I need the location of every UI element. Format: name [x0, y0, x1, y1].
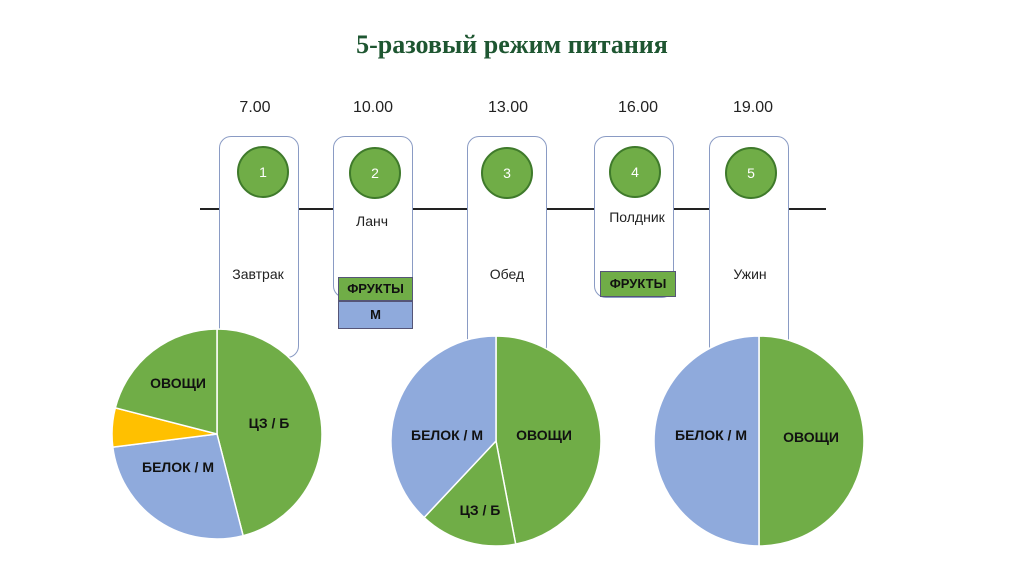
pie-slice: [653, 335, 760, 547]
lunch-fruits-tag: ФРУКТЫ: [338, 277, 413, 301]
pie-slice-label: ОВОЩИ: [516, 427, 572, 443]
meal-name-dinner: Обед: [489, 266, 525, 282]
pie-slice-label: БЕЛОК / М: [675, 427, 747, 443]
meal-number-3: 3: [481, 147, 533, 199]
meal-name-lunch: Ланч: [356, 213, 388, 229]
pie-slice: [390, 335, 497, 519]
pie-chart-2: ОВОЩИ ЦЗ / Б БЕЛОК / М: [390, 335, 602, 547]
meal-time-3: 13.00: [487, 99, 529, 116]
meal-name-breakfast: Завтрак: [232, 266, 284, 282]
meal-number-1: 1: [237, 146, 289, 198]
meal-number-5: 5: [725, 147, 777, 199]
pie-slice-label: БЕЛОК / М: [142, 459, 214, 475]
pie-slice-label: ЦЗ / Б: [249, 415, 290, 431]
pie-chart-1: ЦЗ / Б БЕЛОК / М ОВОЩИ: [111, 328, 323, 540]
meal-time-4: 16.00: [617, 99, 659, 116]
pie-slice: [423, 439, 517, 547]
lunch-m-tag: М: [338, 301, 413, 329]
meal-time-1: 7.00: [239, 99, 271, 116]
meal-name-snack: Полдник: [609, 209, 665, 225]
snack-fruits-tag: ФРУКТЫ: [600, 271, 676, 297]
pie-slice: [114, 328, 218, 435]
meal-name-supper: Ужин: [733, 266, 767, 282]
pie-slice: [216, 328, 323, 537]
pie-slice-label: ОВОЩИ: [150, 375, 206, 391]
pie-slice-label: БЕЛОК / М: [411, 427, 483, 443]
meal-number-4: 4: [609, 146, 661, 198]
pie-slice: [495, 335, 602, 546]
meal-number-2: 2: [349, 147, 401, 199]
pie-slice: [758, 335, 865, 547]
pie-slice-label: ОВОЩИ: [783, 429, 839, 445]
page-title: 5-разовый режим питания: [356, 30, 668, 59]
pie-chart-3: ОВОЩИ БЕЛОК / М: [653, 335, 865, 547]
pie-slice-label: ЦЗ / Б: [460, 502, 501, 518]
meal-time-2: 10.00: [352, 99, 394, 116]
pie-slice: [111, 433, 245, 540]
meal-time-5: 19.00: [732, 99, 774, 116]
